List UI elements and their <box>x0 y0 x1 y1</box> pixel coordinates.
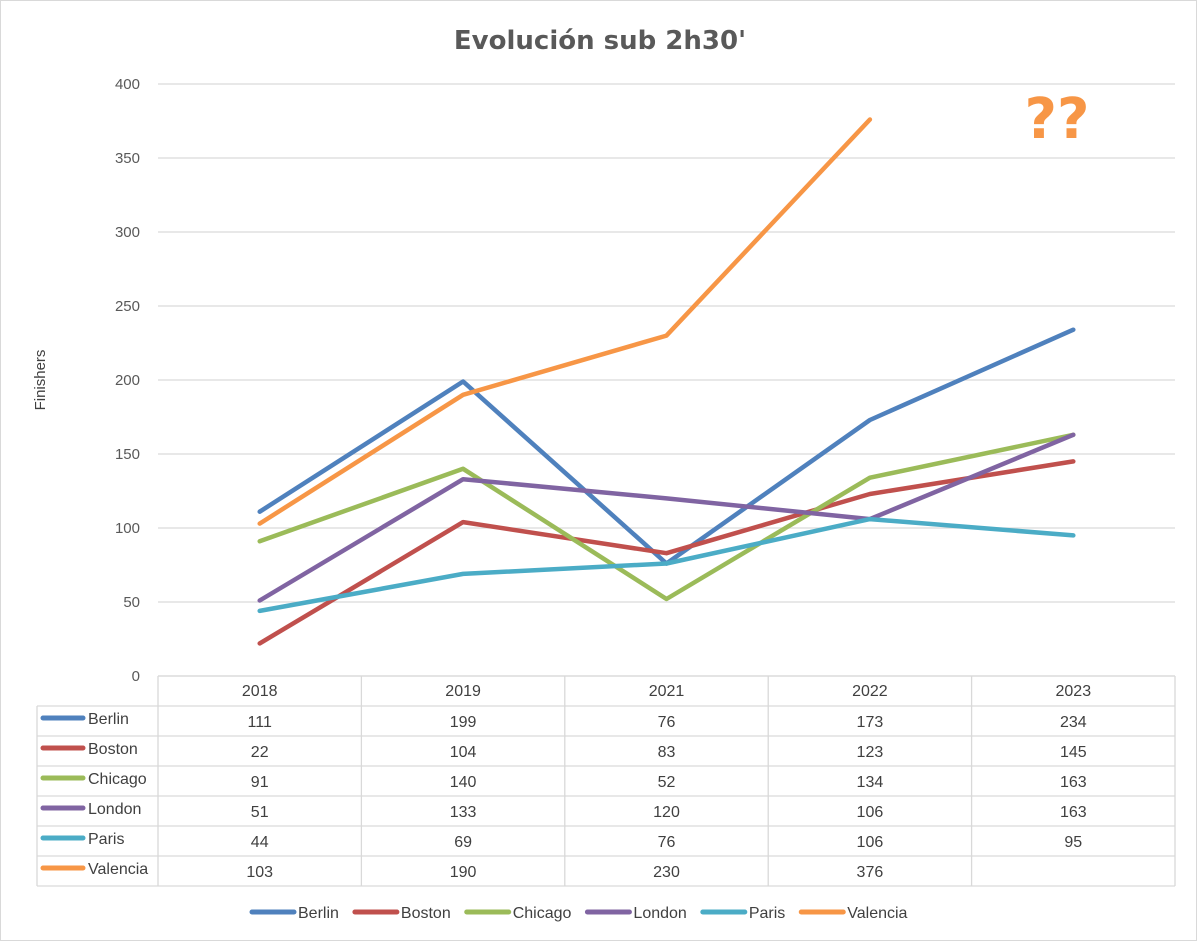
legend-label: Valencia <box>847 905 907 922</box>
y-tick-label: 300 <box>115 224 140 241</box>
y-tick-label: 100 <box>115 520 140 537</box>
data-label: 69 <box>454 834 472 851</box>
data-table: 2018 2019 2021 2022 2023 Berlin 111 199 76 173 234… <box>36 675 1176 887</box>
table-row-label: Chicago <box>88 771 147 788</box>
legend-label: Paris <box>749 905 785 922</box>
data-label: 95 <box>1064 834 1082 851</box>
x-tick-label: 2023 <box>1056 683 1092 700</box>
y-tick-label: 250 <box>115 298 140 315</box>
data-label: 83 <box>658 744 676 761</box>
legend: Berlin Boston Chicago London Paris Valencia <box>249 905 908 922</box>
data-label: 123 <box>857 744 884 761</box>
data-label: 22 <box>251 744 269 761</box>
data-label: 51 <box>251 804 269 821</box>
data-label: 103 <box>246 864 273 881</box>
y-tick-label: 0 <box>132 668 140 685</box>
data-label: 106 <box>857 834 884 851</box>
x-tick-label: 2022 <box>852 683 888 700</box>
y-tick-label: 350 <box>115 150 140 167</box>
table-row-label: Berlin <box>88 711 129 728</box>
series-line-chicago <box>257 432 1076 602</box>
data-label: 91 <box>251 774 269 791</box>
y-tick-label: 150 <box>115 446 140 463</box>
data-label: 199 <box>450 714 477 731</box>
data-label: 76 <box>658 714 676 731</box>
data-label: 234 <box>1060 714 1087 731</box>
series-line-valencia <box>257 117 873 526</box>
data-label: 134 <box>857 774 884 791</box>
data-label: 106 <box>857 804 884 821</box>
data-label: 133 <box>450 804 477 821</box>
data-label: 190 <box>450 864 477 881</box>
y-tick-label: 400 <box>115 76 140 93</box>
series-line-boston <box>257 459 1076 646</box>
data-label: 76 <box>658 834 676 851</box>
gridlines <box>158 83 1175 677</box>
series-line-paris <box>257 516 1076 614</box>
x-tick-label: 2019 <box>445 683 481 700</box>
data-label: 44 <box>251 834 269 851</box>
data-label: 163 <box>1060 804 1087 821</box>
table-row-label: Valencia <box>88 861 148 878</box>
data-label: 376 <box>857 864 884 881</box>
table-row-label: Paris <box>88 831 124 848</box>
x-tick-label: 2021 <box>649 683 685 700</box>
data-label: 230 <box>653 864 680 881</box>
series-lines <box>257 117 1076 646</box>
legend-label: Boston <box>401 905 451 922</box>
chart-title: Evolución sub 2h30' <box>454 26 746 56</box>
data-label: 145 <box>1060 744 1087 761</box>
legend-label: Berlin <box>298 905 339 922</box>
data-label: 52 <box>658 774 676 791</box>
y-tick-label: 200 <box>115 372 140 389</box>
legend-label: Chicago <box>513 905 572 922</box>
data-label: 120 <box>653 804 680 821</box>
y-axis-label: Finishers <box>32 350 49 411</box>
annotation-question-marks: ?? <box>1025 87 1090 152</box>
table-row-label: London <box>88 801 141 818</box>
data-label: 140 <box>450 774 477 791</box>
y-axis-ticks: 0 50 100 150 200 250 300 350 400 <box>115 76 140 685</box>
legend-label: London <box>633 905 686 922</box>
data-label: 163 <box>1060 774 1087 791</box>
x-tick-label: 2018 <box>242 683 278 700</box>
data-label: 104 <box>450 744 477 761</box>
series-line-london <box>257 432 1076 603</box>
data-label: 111 <box>248 714 272 731</box>
data-label: 173 <box>857 714 884 731</box>
table-row-label: Boston <box>88 741 138 758</box>
y-tick-label: 50 <box>123 594 140 611</box>
